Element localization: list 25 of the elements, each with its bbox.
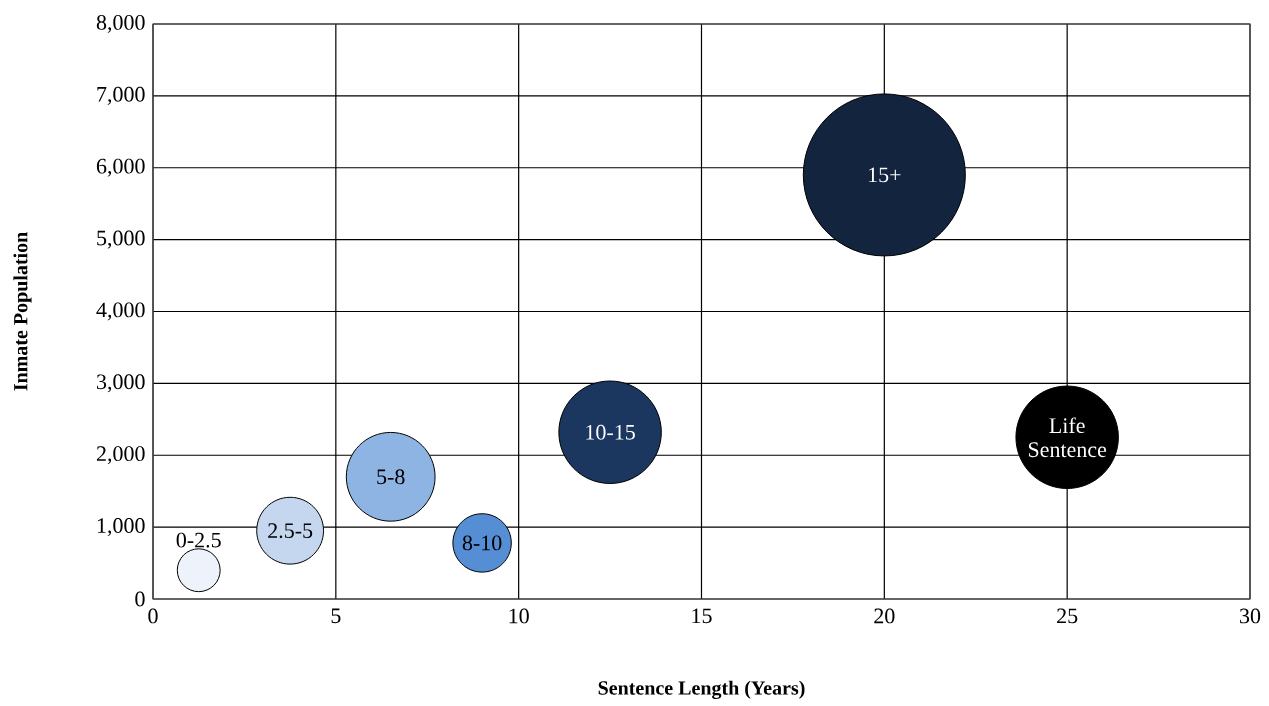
data-label: 0-2.5: [176, 532, 221, 548]
y-tick-label: 0: [135, 591, 145, 607]
data-label: 2.5-5: [268, 523, 313, 539]
x-tick-label: 10: [509, 608, 529, 624]
y-tick-label: 3,000: [97, 374, 145, 393]
data-label: 15+: [869, 167, 901, 183]
y-tick-label: 7,000: [97, 86, 145, 105]
y-tick-label: 6,000: [96, 158, 145, 177]
y-tick-label: 5,000: [97, 230, 145, 249]
x-axis-title: Sentence Length (Years): [598, 680, 805, 699]
y-tick-label: 1,000: [97, 518, 145, 537]
x-tick-label: 15: [692, 608, 712, 624]
data-label: 10-15: [586, 424, 635, 440]
data-label: Life Sentence: [1028, 417, 1107, 458]
data-label: 8-10: [462, 535, 502, 551]
x-tick-label: 30: [1240, 608, 1261, 624]
y-tick-label: 2,000: [96, 446, 145, 465]
data-label: 5-8: [377, 469, 405, 485]
x-tick-label: 20: [874, 608, 895, 624]
y-tick-label: 4,000: [96, 302, 145, 321]
x-tick-label: 0: [148, 608, 158, 624]
y-axis-title: Inmate Population: [13, 232, 32, 391]
x-tick-label: 5: [331, 608, 341, 624]
y-tick-label: 8,000: [96, 14, 145, 33]
x-tick-label: 25: [1057, 608, 1078, 624]
